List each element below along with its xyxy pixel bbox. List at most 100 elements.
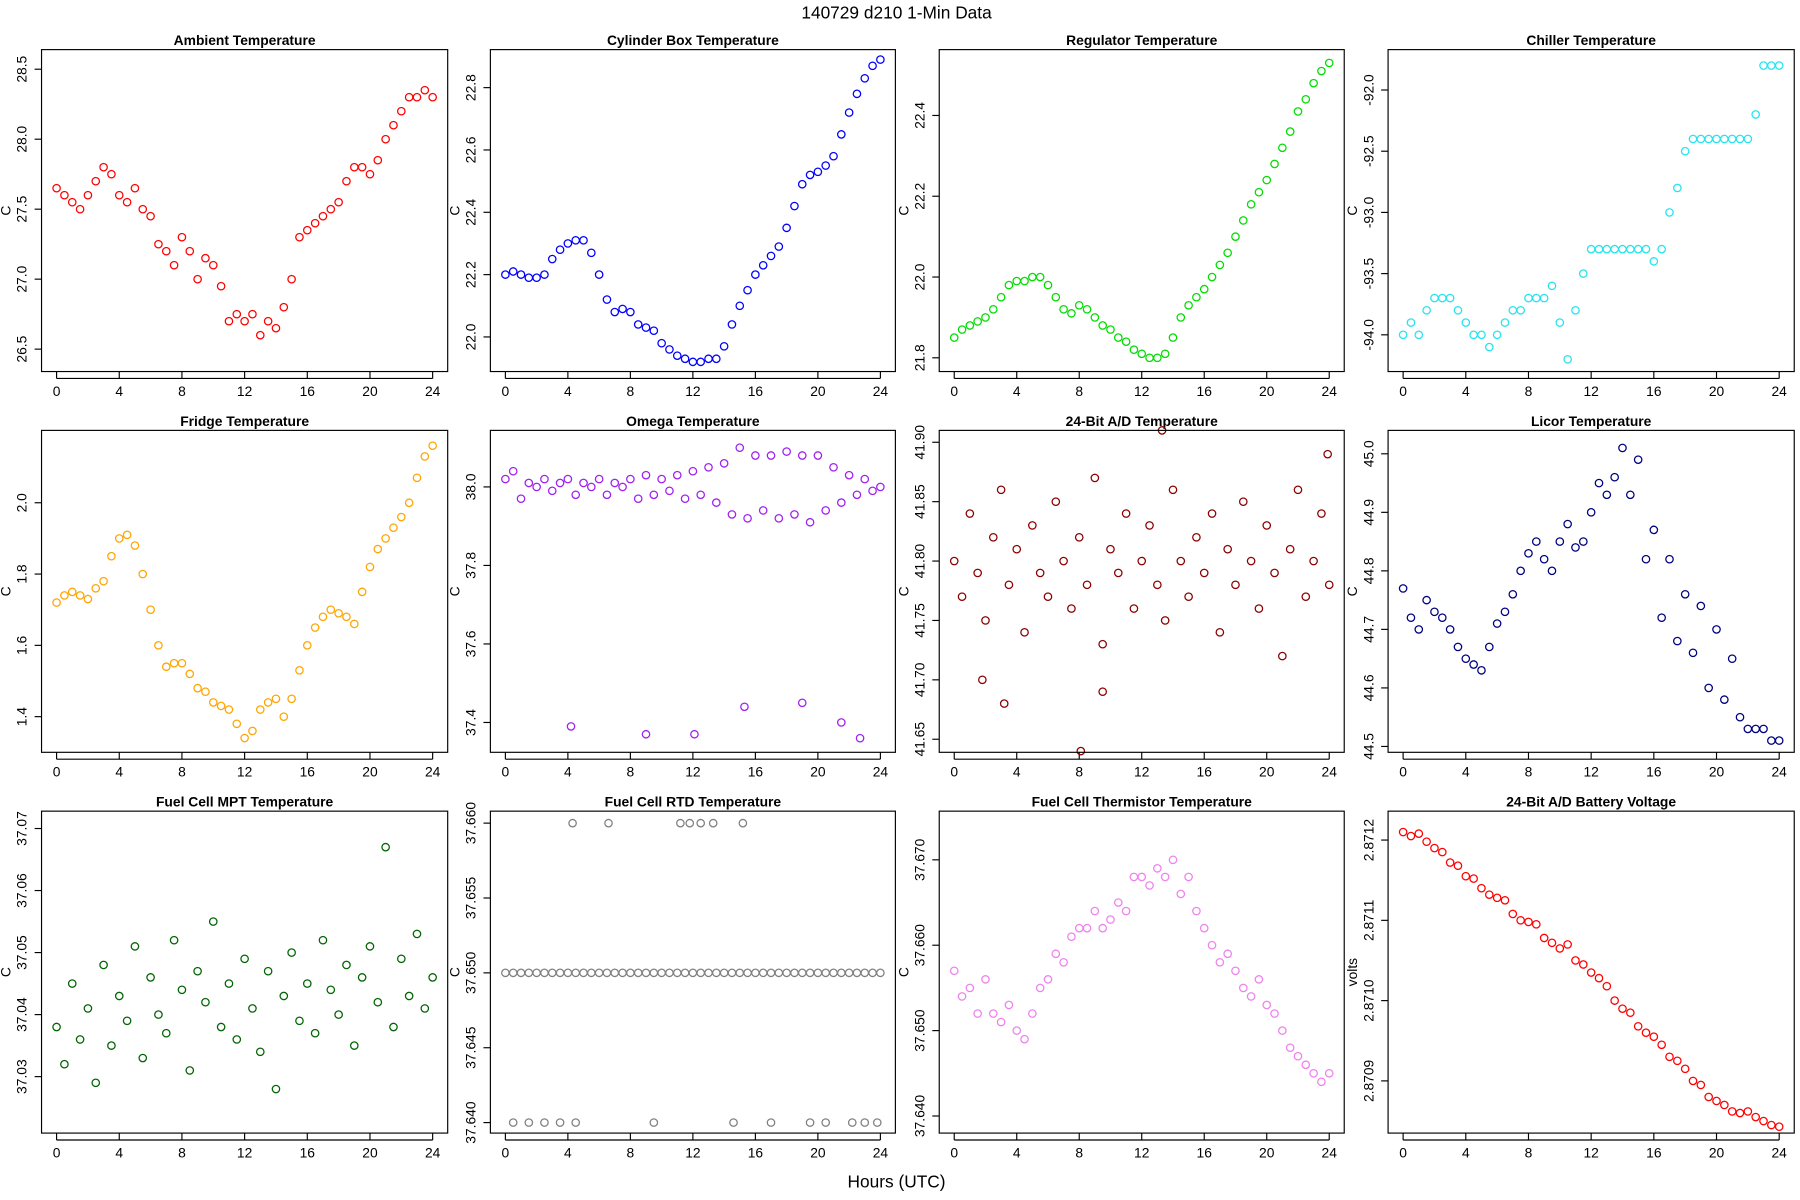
data-point xyxy=(420,452,430,461)
data-point xyxy=(1453,642,1463,652)
data-point xyxy=(1477,330,1486,340)
data-point xyxy=(342,176,351,186)
x-tick-label: 20 xyxy=(362,764,378,780)
data-point xyxy=(114,534,124,543)
data-point xyxy=(1231,966,1240,976)
data-point xyxy=(1406,831,1416,841)
y-tick-label: 27.5 xyxy=(14,195,30,222)
data-point xyxy=(1774,61,1784,70)
data-point xyxy=(1759,724,1768,734)
data-point xyxy=(107,551,116,561)
data-point xyxy=(1453,861,1463,871)
data-point xyxy=(1012,1026,1022,1035)
x-tick-label: 12 xyxy=(237,764,252,780)
data-point xyxy=(1098,321,1107,330)
y-tick-label: 44.6 xyxy=(1360,674,1376,701)
data-point xyxy=(1688,1076,1698,1086)
data-point xyxy=(1090,906,1100,916)
data-point xyxy=(1547,938,1557,948)
x-tick-label: 16 xyxy=(300,1145,316,1161)
data-point xyxy=(1539,933,1549,943)
x-tick-label: 8 xyxy=(178,764,186,780)
data-point xyxy=(381,134,390,144)
data-point xyxy=(774,513,784,523)
data-point xyxy=(1074,532,1084,542)
data-point xyxy=(240,316,249,326)
x-tick-label: 12 xyxy=(1134,1145,1149,1161)
data-point xyxy=(740,702,749,712)
data-point xyxy=(248,726,257,736)
y-tick-label: 1.6 xyxy=(14,635,30,655)
data-point xyxy=(949,333,959,342)
data-point xyxy=(240,733,249,743)
data-point xyxy=(602,295,612,304)
data-point xyxy=(1067,309,1076,318)
data-point xyxy=(738,818,748,828)
data-point xyxy=(719,341,729,351)
panel-title: Fridge Temperature xyxy=(180,413,309,429)
data-point xyxy=(626,474,635,484)
data-point xyxy=(829,462,838,472)
y-axis-label: C xyxy=(895,206,911,216)
data-point xyxy=(1594,478,1604,488)
data-point xyxy=(1578,537,1588,546)
data-point xyxy=(318,211,328,221)
data-point xyxy=(1301,592,1311,602)
data-point xyxy=(1751,110,1761,119)
data-point xyxy=(1673,636,1682,646)
x-tick-label: 12 xyxy=(685,764,700,780)
data-point xyxy=(1121,906,1131,916)
y-axis-label: C xyxy=(0,967,14,977)
data-point xyxy=(216,1022,226,1032)
data-point xyxy=(649,326,659,336)
data-point xyxy=(566,722,576,731)
y-tick-label: 41.90 xyxy=(911,425,927,460)
data-point xyxy=(326,605,336,615)
data-point xyxy=(586,248,596,258)
x-tick-label: 4 xyxy=(1013,1145,1021,1161)
data-point xyxy=(1445,625,1455,634)
data-point xyxy=(1199,284,1209,294)
data-point xyxy=(1215,628,1225,637)
x-tick-label: 20 xyxy=(362,1145,378,1161)
data-point xyxy=(295,232,304,242)
y-tick-label: 44.7 xyxy=(1360,616,1376,643)
data-point xyxy=(547,254,557,264)
y-tick-label: -92.5 xyxy=(1360,135,1376,167)
data-point xyxy=(860,73,870,83)
y-tick-label: 41.85 xyxy=(911,484,927,519)
data-point xyxy=(1051,949,1061,959)
data-point xyxy=(232,719,242,729)
data-point xyxy=(829,151,838,161)
y-tick-label: 37.6 xyxy=(463,630,479,657)
y-tick-label: 41.75 xyxy=(911,603,927,638)
data-point xyxy=(821,506,831,515)
data-point xyxy=(981,975,990,984)
data-point xyxy=(649,1118,659,1127)
data-point xyxy=(67,979,77,988)
y-tick-label: 1.8 xyxy=(14,564,30,584)
x-tick-label: 8 xyxy=(1525,383,1533,399)
data-point xyxy=(805,517,815,527)
data-point xyxy=(295,665,304,675)
data-point xyxy=(1020,628,1029,637)
data-point xyxy=(1626,1008,1635,1017)
data-point xyxy=(996,485,1006,495)
data-point xyxy=(1082,305,1092,314)
data-point xyxy=(872,1118,882,1127)
data-point xyxy=(60,591,69,600)
data-point xyxy=(1704,1092,1714,1102)
y-axis-label: C xyxy=(895,967,911,977)
x-tick-label: 8 xyxy=(1525,764,1533,780)
data-point xyxy=(389,523,398,533)
data-point xyxy=(91,583,101,593)
data-point xyxy=(334,1010,343,1019)
data-point xyxy=(271,694,281,704)
x-tick-label: 0 xyxy=(950,764,958,780)
data-point xyxy=(766,451,776,460)
data-point xyxy=(1680,1064,1690,1074)
y-tick-label: 2.8711 xyxy=(1360,899,1376,941)
data-point xyxy=(1547,566,1557,576)
data-point xyxy=(1207,509,1217,518)
